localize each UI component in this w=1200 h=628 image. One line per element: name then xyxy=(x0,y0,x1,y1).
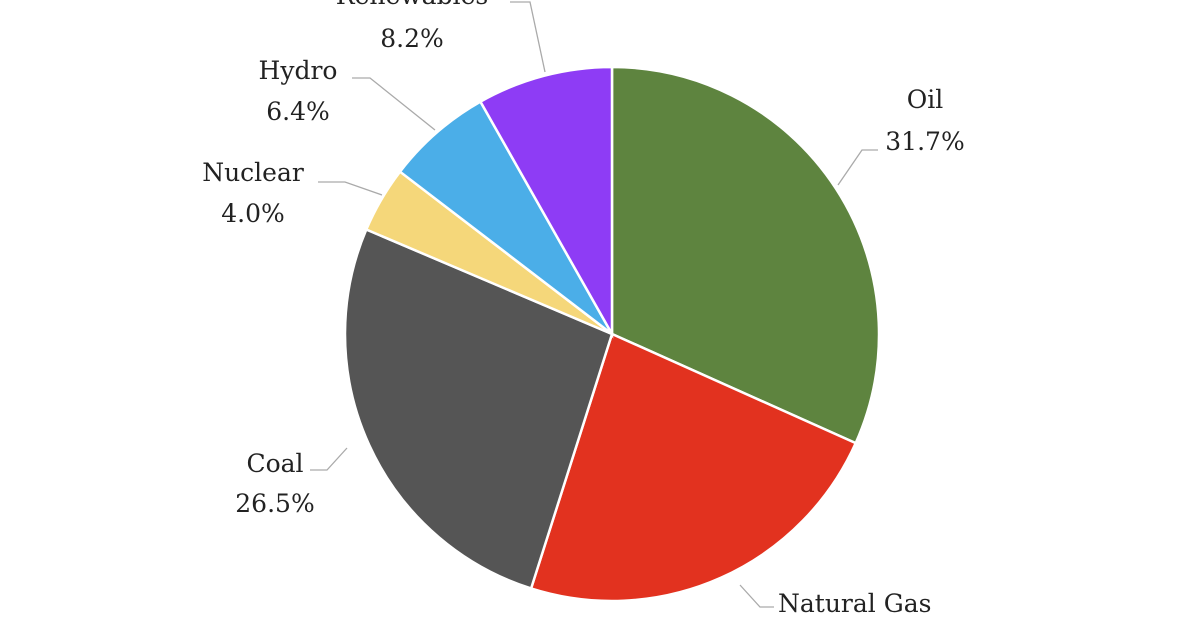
leader-line-nuclear xyxy=(318,181,383,196)
pie-slice-oil xyxy=(610,65,881,445)
pie-slices xyxy=(343,65,881,603)
leader-line-natural-gas xyxy=(739,584,774,608)
slice-value-nuclear: 4.0% xyxy=(221,199,285,228)
slice-value-coal: 26.5% xyxy=(235,489,314,518)
leader-line-renewables xyxy=(510,1,546,73)
pie-slice-coal xyxy=(343,227,614,591)
data-labels: Oil 31.7% Natural Gas Coal 26.5% Nuclear 4.0% H… xyxy=(202,0,965,618)
slice-label-oil: Oil xyxy=(907,85,944,114)
leader-line-oil xyxy=(837,149,878,186)
pie-slice-renewables xyxy=(478,65,614,339)
slice-label-renewables: Renewables xyxy=(336,0,488,10)
slice-value-hydro: 6.4% xyxy=(266,97,330,126)
slice-label-natural-gas: Natural Gas xyxy=(778,589,931,618)
leader-lines xyxy=(310,1,878,608)
slice-label-hydro: Hydro xyxy=(259,56,338,85)
slice-label-coal: Coal xyxy=(246,449,303,478)
slice-label-nuclear: Nuclear xyxy=(202,158,304,187)
pie-slice-natural-gas xyxy=(529,332,858,603)
slice-value-renewables: 8.2% xyxy=(380,24,444,53)
leader-line-hydro xyxy=(352,77,436,131)
leader-line-coal xyxy=(310,447,348,471)
slice-value-oil: 31.7% xyxy=(885,127,964,156)
